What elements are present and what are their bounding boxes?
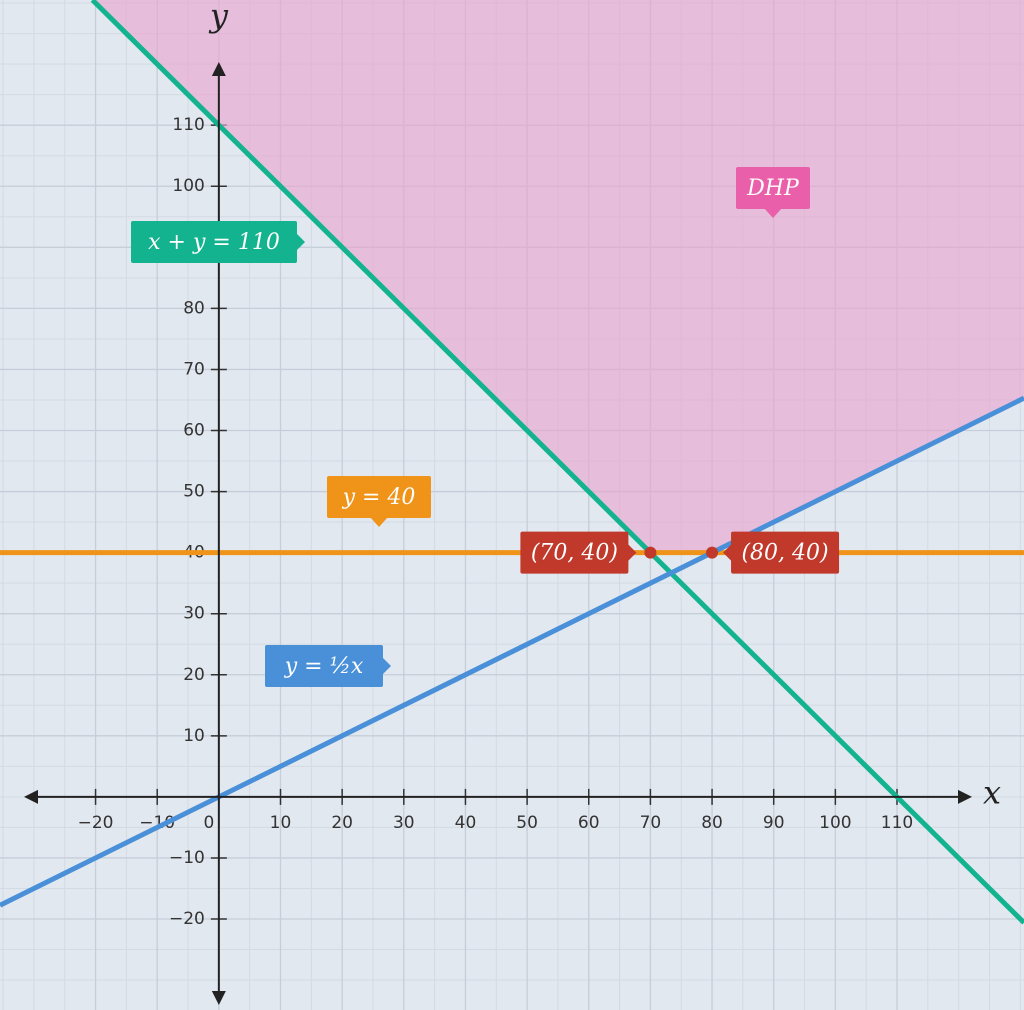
point [644, 546, 657, 559]
x-tick-label: 110 [881, 813, 913, 833]
region [92, 0, 1024, 553]
x-tick-label: 10 [270, 813, 292, 833]
series-line [90, 0, 1024, 925]
label-bg [131, 221, 297, 263]
y-tick-label: 110 [172, 115, 204, 135]
x-tick-label: 20 [331, 813, 353, 833]
x-tick-label: 80 [701, 813, 723, 833]
x-tick-label: 40 [455, 813, 477, 833]
label-box: x + y = 110 [131, 221, 305, 263]
label-tail [764, 208, 782, 218]
x-tick-label: 50 [516, 813, 538, 833]
label-box: y = 40 [327, 476, 431, 527]
x-tick-label: 90 [763, 813, 785, 833]
y-tick-label: −10 [169, 848, 205, 868]
label-text: x + y = 110 [148, 230, 280, 255]
label-tail [723, 543, 733, 562]
x-tick-label: 60 [578, 813, 600, 833]
label-tail [296, 233, 305, 251]
y-axis-label: y [208, 0, 229, 35]
point [706, 546, 719, 559]
label-bg [265, 645, 383, 687]
label-text: y = ½x [284, 654, 364, 679]
label-box: (80, 40) [723, 531, 840, 574]
x-tick-label: 100 [819, 813, 851, 833]
x-axis-label: x [983, 773, 1001, 811]
y-tick-label: 30 [183, 604, 205, 624]
label-box: y = ½x [265, 645, 391, 687]
label-bg [520, 531, 629, 574]
y-tick-label: 80 [183, 298, 205, 318]
y-tick-label: 60 [183, 421, 205, 441]
y-tick-label: −20 [169, 909, 205, 929]
x-tick-label: −10 [139, 813, 175, 833]
x-tick-label: 70 [640, 813, 662, 833]
y-tick-label: 100 [172, 176, 204, 196]
y-tick-label: 20 [183, 665, 205, 685]
label-tail [382, 657, 391, 675]
y-tick-label: 70 [183, 359, 205, 379]
x-tick-label: 30 [393, 813, 415, 833]
x-tick-label: 0 [203, 813, 214, 833]
label-text: (80, 40) [741, 541, 828, 566]
y-tick-label: 10 [183, 726, 205, 746]
label-bg [327, 476, 431, 518]
label-tail [370, 517, 388, 527]
series-line [0, 395, 1024, 908]
plot [0, 0, 1024, 925]
label-text: DHP [746, 176, 800, 201]
label-text: y = 40 [342, 485, 416, 510]
label-tail [627, 543, 637, 562]
label-box: (70, 40) [520, 531, 637, 574]
x-tick-label: −20 [78, 813, 114, 833]
label-bg [731, 531, 840, 574]
y-tick-label: 50 [183, 482, 205, 502]
label-box: DHP [736, 167, 810, 218]
label-text: (70, 40) [531, 541, 618, 566]
label-bg [736, 167, 810, 209]
